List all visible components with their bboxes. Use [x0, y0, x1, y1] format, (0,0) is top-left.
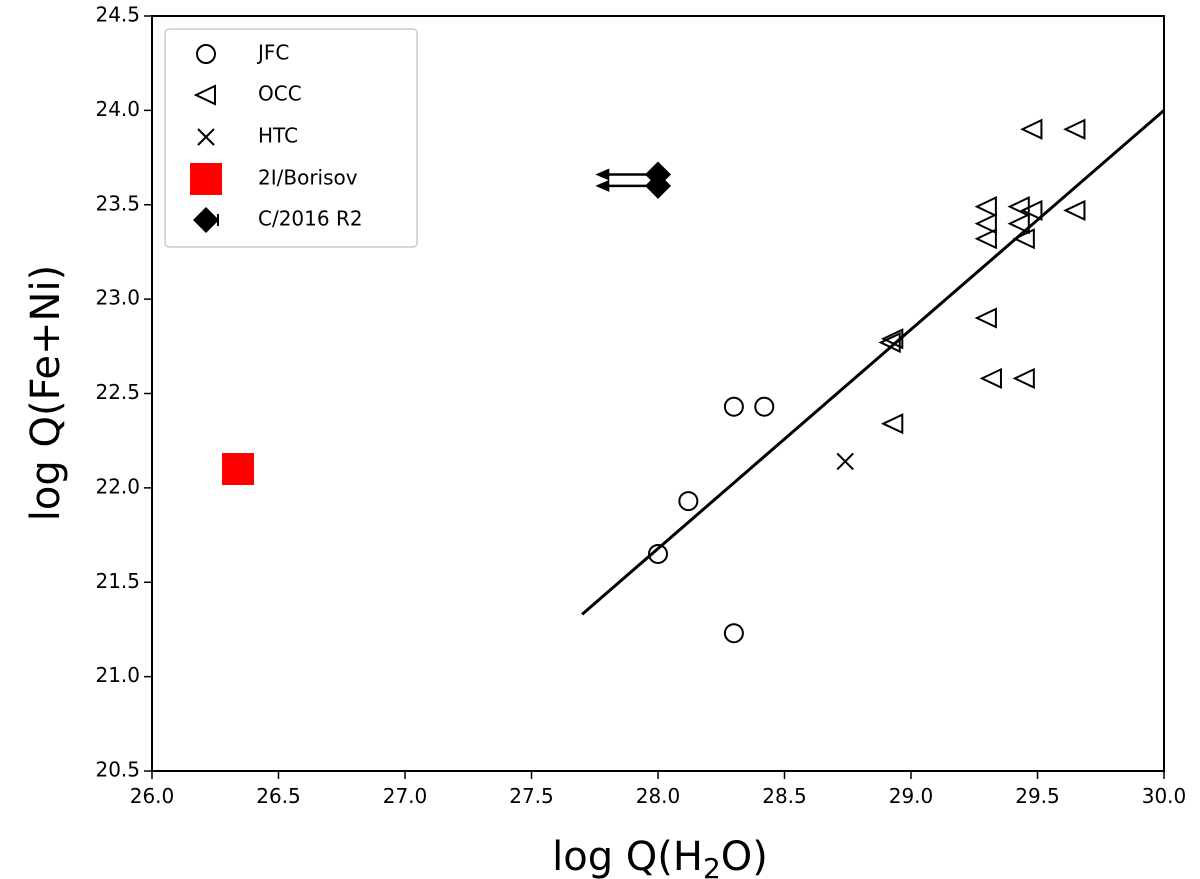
- x-tick-label: 29.5: [1015, 784, 1060, 808]
- x-tick-label: 28.5: [762, 784, 807, 808]
- point-jfc: [723, 623, 744, 644]
- y-tick-label: 23.5: [95, 191, 140, 215]
- point-occ: [974, 228, 997, 250]
- point-occ: [974, 213, 997, 235]
- point-occ: [878, 331, 901, 354]
- point-occ: [1020, 118, 1043, 140]
- x-tick-label: 30.0: [1142, 784, 1187, 808]
- y-tick-label: 22.5: [95, 380, 140, 404]
- point-htc-stroke: [836, 452, 854, 471]
- legend-label-htc: HTC: [258, 124, 298, 148]
- point-occ: [1007, 213, 1030, 235]
- legend-key-jfc: [196, 44, 216, 64]
- upper-limit-arrow-head: [595, 168, 610, 181]
- point-occ: [1020, 199, 1043, 221]
- legend-key-c-2016-r2: [193, 207, 219, 233]
- y-tick-label: 21.5: [95, 569, 140, 593]
- point-occ: [880, 328, 904, 350]
- y-tick-label: 21.0: [95, 663, 140, 687]
- legend-key-htc-stroke: [197, 128, 215, 146]
- point-occ: [979, 367, 1002, 389]
- point-htc: [836, 452, 854, 471]
- fit-line: [581, 109, 1165, 616]
- y-tick-label: 24.0: [95, 97, 140, 121]
- point-jfc: [678, 491, 699, 512]
- x-axis-label: log Q(H2O): [552, 834, 768, 879]
- point-occ: [974, 196, 997, 218]
- x-axis: 26.0 26.5 27.0 27.5 28.0 28.5 29.0 29.5 30.0: [130, 771, 1187, 808]
- legend: JFC OCC HTC 2I/Borisov C/2016 R2: [164, 28, 418, 248]
- legend-box: [164, 28, 418, 248]
- point-occ: [1012, 367, 1035, 389]
- point-occ: [1012, 228, 1035, 250]
- upper-limit-arrow-head: [595, 179, 610, 192]
- legend-key-occ: [193, 84, 216, 106]
- point-2i-borisov: [222, 453, 255, 485]
- legend-keys: [190, 44, 222, 233]
- point-jfc: [648, 543, 668, 564]
- point-occ: [974, 307, 997, 329]
- x-tick-label: 26.5: [256, 784, 301, 808]
- point-jfc: [723, 396, 744, 417]
- y-tick-label: 23.0: [95, 286, 140, 310]
- legend-label-occ: OCC: [258, 82, 302, 106]
- x-tick-label: 29.0: [889, 784, 934, 808]
- point-occ: [880, 413, 904, 435]
- point-jfc: [754, 396, 775, 417]
- legend-key-2i-borisov: [190, 163, 222, 195]
- plot-frame: [151, 15, 1165, 772]
- legend-label-jfc: JFC: [256, 41, 289, 65]
- point-c-2016-r2: [645, 172, 671, 199]
- x-tick-label: 28.0: [636, 784, 681, 808]
- legend-key-htc: [197, 128, 215, 146]
- x-tick-label: 26.0: [130, 784, 175, 808]
- point-occ: [1063, 199, 1086, 221]
- y-axis: 20.5 21.0 21.5 22.0 22.5 23.0 23.5 24.0 24.5: [95, 3, 152, 782]
- data-marks: [222, 109, 1165, 644]
- y-tick-label: 22.0: [95, 474, 140, 498]
- y-tick-label: 20.5: [95, 758, 140, 782]
- y-axis-label: log Q(Fe+Ni): [23, 265, 69, 521]
- y-tick-label: 24.5: [95, 3, 140, 27]
- x-tick-label: 27.5: [509, 784, 554, 808]
- point-occ: [1063, 118, 1086, 140]
- legend-label-borisov: 2I/Borisov: [258, 166, 358, 190]
- x-tick-label: 27.0: [383, 784, 428, 808]
- legend-label-c2016r2: C/2016 R2: [258, 207, 363, 231]
